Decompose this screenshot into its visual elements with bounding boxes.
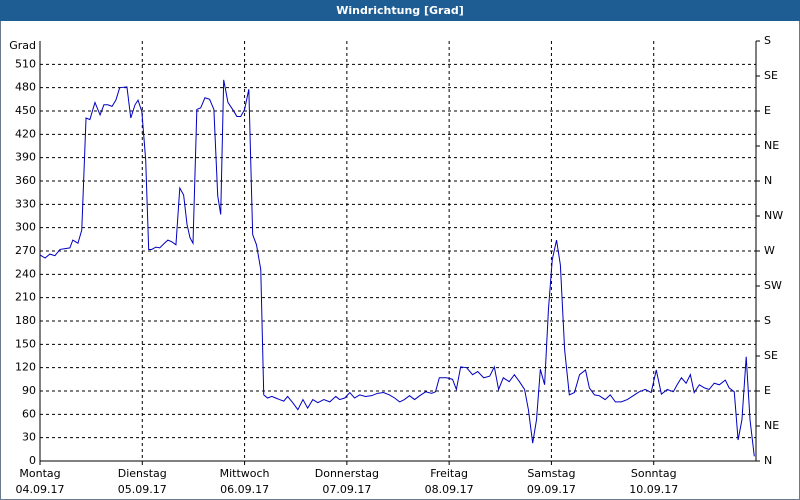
chart-title: Windrichtung [Grad]: [336, 4, 464, 17]
x-tick-label: Sonntag: [631, 467, 677, 480]
y-tick-label: 300: [15, 221, 36, 234]
x-tick-label: Montag: [19, 467, 60, 480]
x-tick-date: 08.09.17: [425, 483, 474, 496]
y-tick-label: 360: [15, 174, 36, 187]
y-tick-label: 0: [29, 454, 36, 467]
y-tick-label: 150: [15, 337, 36, 350]
y2-tick-label: SW: [764, 279, 782, 292]
x-tick-label: Dienstag: [118, 467, 167, 480]
y-tick-label: 120: [15, 361, 36, 374]
y2-tick-label: N: [764, 454, 772, 467]
title-bar: [0, 0, 800, 21]
x-tick-label: Samstag: [527, 467, 575, 480]
x-tick-date: 06.09.17: [220, 483, 269, 496]
y2-tick-label: NE: [764, 419, 779, 432]
y-tick-label: 30: [22, 431, 36, 444]
y2-tick-label: NE: [764, 139, 779, 152]
x-tick-label: Mittwoch: [220, 467, 270, 480]
y-tick-label: 270: [15, 244, 36, 257]
y2-tick-label: S: [764, 314, 771, 327]
y2-tick-label: N: [764, 174, 772, 187]
y-tick-label: 420: [15, 127, 36, 140]
x-tick-date: 05.09.17: [118, 483, 167, 496]
x-tick-label: Freitag: [430, 467, 468, 480]
x-tick-date: 07.09.17: [322, 483, 371, 496]
y-tick-label: 480: [15, 81, 36, 94]
y-tick-label: 450: [15, 104, 36, 117]
x-tick-date: 04.09.17: [16, 483, 65, 496]
y-tick-label: 240: [15, 267, 36, 280]
x-tick-label: Donnerstag: [315, 467, 379, 480]
y2-tick-label: W: [764, 244, 775, 257]
y2-tick-label: SE: [764, 349, 778, 362]
y-tick-label: 390: [15, 151, 36, 164]
x-tick-date: 10.09.17: [629, 483, 678, 496]
x-tick-date: 09.09.17: [527, 483, 576, 496]
y2-tick-label: SE: [764, 69, 778, 82]
y2-tick-label: NW: [764, 209, 783, 222]
y2-tick-label: S: [764, 34, 771, 47]
y-tick-label: 510: [15, 57, 36, 70]
data-line: [39, 79, 755, 457]
y-tick-label: 60: [22, 407, 36, 420]
y2-tick-label: E: [764, 104, 771, 117]
y-tick-label: 180: [15, 314, 36, 327]
y-axis-label: Grad: [9, 39, 36, 52]
y2-tick-label: E: [764, 384, 771, 397]
y-tick-label: 90: [22, 384, 36, 397]
y-tick-label: 210: [15, 291, 36, 304]
y-tick-label: 330: [15, 197, 36, 210]
